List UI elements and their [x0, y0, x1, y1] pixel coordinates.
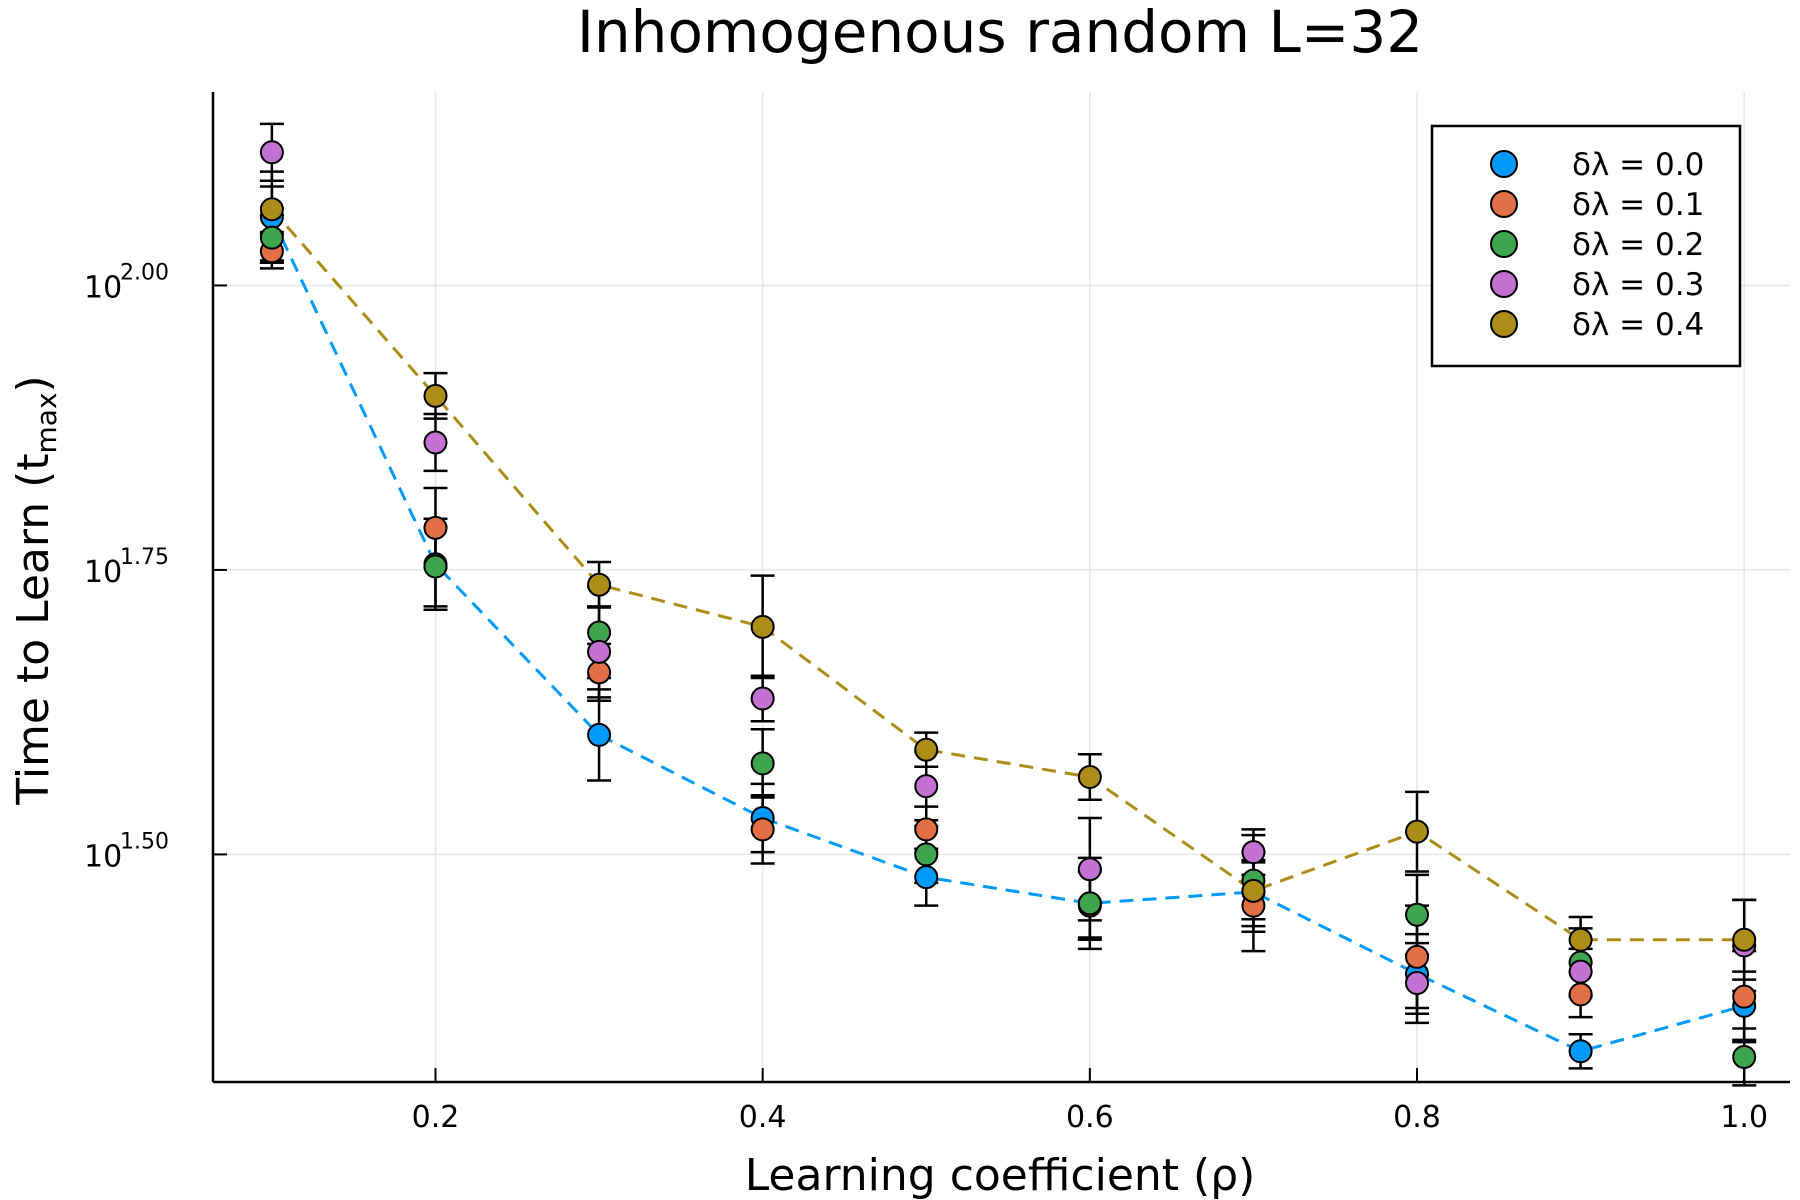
legend-label: δλ = 0.1	[1572, 187, 1704, 223]
x-tick-label-2: 0.6	[1066, 1100, 1114, 1135]
y-axis-label-main: Time to Learn (t	[8, 453, 59, 805]
point-s2-9	[1732, 1044, 1757, 1069]
x-tick-label-0: 0.2	[412, 1100, 460, 1135]
point-s2-1	[423, 554, 448, 579]
legend-item-2: δλ = 0.2	[1490, 227, 1704, 263]
point-s3-3	[750, 686, 775, 711]
legend-marker	[1490, 270, 1518, 298]
point-s4-4	[914, 737, 939, 762]
legend-marker	[1490, 230, 1518, 258]
y-tick-label-2: 10	[84, 270, 122, 305]
legend: δλ = 0.0 δλ = 0.1 δλ = 0.2 δλ = 0.3 δλ = 0.4	[1430, 124, 1742, 368]
legend-item-3: δλ = 0.3	[1490, 267, 1704, 303]
legend-marker	[1490, 310, 1518, 338]
series-line-0	[270, 216, 1745, 1053]
legend-item-0: δλ = 0.0	[1490, 147, 1704, 183]
point-s1-4	[914, 817, 939, 842]
point-s3-5	[1077, 857, 1102, 882]
legend-label: δλ = 0.2	[1572, 227, 1704, 263]
series-line-4	[270, 208, 1745, 942]
point-s1-1	[423, 515, 448, 540]
point-s4-7	[1405, 819, 1430, 844]
point-s4-6	[1241, 878, 1266, 903]
legend-label: δλ = 0.0	[1572, 147, 1704, 183]
point-s0-4	[914, 865, 939, 890]
point-s3-1	[423, 430, 448, 455]
point-s2-0	[259, 225, 284, 250]
point-s3-2	[587, 639, 612, 664]
y-axis-label-sub: max	[30, 392, 63, 453]
x-tick-label-3: 0.8	[1393, 1100, 1441, 1135]
series-lines	[270, 208, 1745, 1053]
x-tick-label-1: 0.4	[739, 1100, 787, 1135]
point-s3-6	[1241, 840, 1266, 865]
point-s4-8	[1568, 927, 1593, 952]
point-s4-5	[1077, 765, 1102, 790]
point-s0-8	[1568, 1039, 1593, 1064]
point-s0-2	[587, 722, 612, 747]
chart-title: Inhomogenous random L=32	[577, 0, 1423, 66]
legend-marker	[1490, 190, 1518, 218]
point-s2-4	[914, 842, 939, 867]
legend-item-1: δλ = 0.1	[1490, 187, 1704, 223]
point-s3-4	[914, 774, 939, 799]
point-s3-0	[259, 140, 284, 165]
y-axis-label: Time to Learn (tmax)	[8, 375, 63, 805]
point-s4-0	[259, 197, 284, 222]
point-s4-2	[587, 572, 612, 597]
point-s1-2	[587, 660, 612, 685]
point-s4-1	[423, 383, 448, 408]
legend-label: δλ = 0.4	[1572, 307, 1704, 343]
point-s3-7	[1405, 971, 1430, 995]
legend-label: δλ = 0.3	[1572, 267, 1704, 303]
point-s2-3	[750, 751, 775, 776]
point-s4-3	[750, 614, 775, 639]
x-tick-label-4: 1.0	[1720, 1100, 1768, 1135]
x-axis-label: Learning coefficient (ρ)	[745, 1150, 1256, 1200]
markers	[259, 140, 1757, 1069]
legend-box	[1430, 124, 1742, 368]
legend-item-4: δλ = 0.4	[1490, 307, 1704, 343]
point-s2-5	[1077, 891, 1102, 916]
point-s1-8	[1568, 982, 1593, 1007]
legend-marker	[1490, 150, 1518, 178]
y-tick-label-1: 10	[84, 555, 122, 590]
y-tick-exponent-0: 1.50	[120, 829, 169, 854]
point-s3-8	[1568, 959, 1593, 984]
y-tick-exponent-1: 1.75	[120, 545, 169, 570]
y-tick-exponent-2: 2.00	[120, 260, 169, 285]
point-s4-9	[1732, 927, 1757, 952]
point-s1-9	[1732, 984, 1757, 1009]
y-tick-label-0: 10	[84, 839, 122, 874]
y-axis-label-close: )	[8, 375, 59, 392]
point-s1-7	[1405, 944, 1430, 969]
point-s2-7	[1405, 902, 1430, 927]
point-s1-3	[750, 817, 775, 842]
